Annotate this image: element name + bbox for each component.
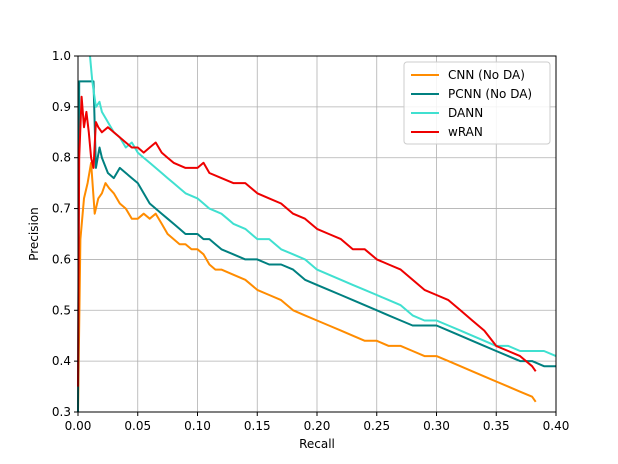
y-tick-label: 0.3	[52, 405, 71, 419]
series-line-3	[77, 95, 537, 387]
x-tick-label: 0.20	[304, 419, 331, 433]
x-tick-label: 0.10	[184, 419, 211, 433]
x-tick-label: 0.25	[363, 419, 390, 433]
y-tick-label: 0.6	[52, 252, 71, 266]
y-tick-label: 0.7	[52, 202, 71, 216]
y-tick-label: 0.5	[52, 303, 71, 317]
legend-entry-label: PCNN (No DA)	[448, 87, 532, 101]
y-tick-label: 0.8	[52, 151, 71, 165]
legend: CNN (No DA) PCNN (No DA) DANN wRAN	[403, 61, 551, 145]
series-line-0	[77, 161, 537, 413]
y-tick-label: 0.9	[52, 100, 71, 114]
x-tick-label: 0.05	[124, 419, 151, 433]
axis-ticks: 0.00 0.05 0.10 0.15 0.20 0.25 0.30 0.35 0.40 0.3 0…	[52, 49, 569, 433]
legend-box	[403, 61, 551, 145]
y-tick-label: 1.0	[52, 49, 71, 63]
x-axis-label: Recall	[299, 437, 335, 451]
y-axis-label: Precision	[27, 207, 41, 261]
legend-entry-label: DANN	[448, 106, 483, 120]
x-tick-label: 0.30	[423, 419, 450, 433]
legend-entry-label: wRAN	[448, 125, 483, 139]
x-tick-label: 0.35	[483, 419, 510, 433]
series-lines	[77, 55, 557, 413]
legend-entry-label: CNN (No DA)	[448, 68, 525, 82]
y-tick-label: 0.4	[52, 354, 71, 368]
x-tick-label: 0.15	[244, 419, 271, 433]
x-tick-label: 0.00	[65, 419, 92, 433]
series-line-1	[77, 80, 556, 413]
x-tick-label: 0.40	[543, 419, 570, 433]
